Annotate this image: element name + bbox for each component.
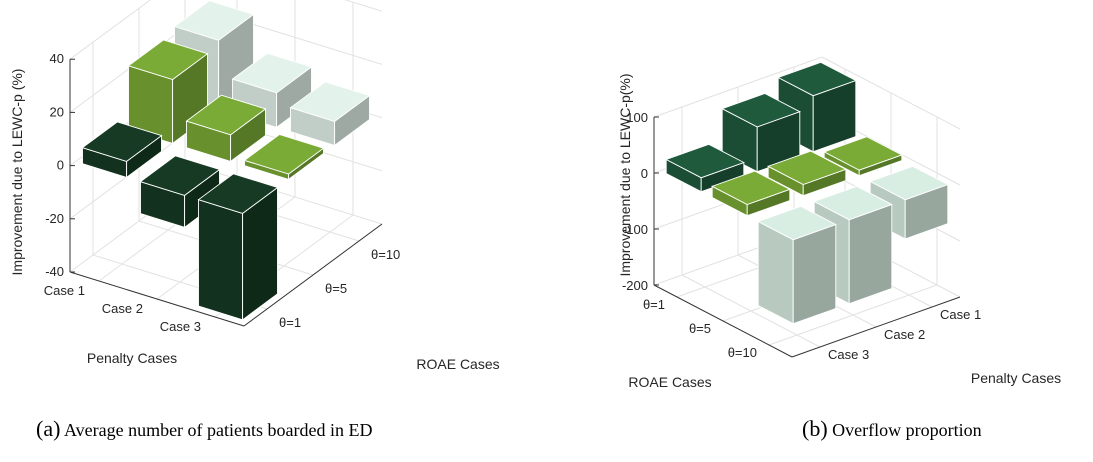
penalty-tick-label: Case 1 — [940, 307, 981, 322]
chart-panel-b: -200 -100 0 100 θ=1 θ=5 θ=10 Case 3 Case 2 Case 1… — [546, 0, 1093, 462]
penalty-tick-label: Case 3 — [828, 347, 869, 362]
roae-tick-label: θ=10 — [371, 247, 400, 262]
z-tick-label: -200 — [622, 278, 648, 293]
roae-tick-label: θ=1 — [279, 315, 301, 330]
z-tick-label: 0 — [641, 166, 648, 181]
z-axis-title: Improvement due to LEWC-p(%) — [617, 73, 633, 276]
z-tick-label: -40 — [45, 264, 64, 279]
z-tick-label: -20 — [45, 211, 64, 226]
penalty-axis-title: Penalty Cases — [971, 370, 1061, 386]
caption-a-label: (a) — [36, 416, 60, 441]
caption-b-label: (b) — [802, 416, 828, 441]
bar-front-face — [199, 200, 243, 320]
z-tick-label: 20 — [50, 104, 64, 119]
z-tick-label: 40 — [50, 51, 64, 66]
caption-b-text: Overflow proportion — [832, 420, 981, 440]
roae-tick-label: θ=5 — [689, 321, 711, 336]
roae-tick-label: θ=1 — [643, 297, 665, 312]
penalty-tick-label: Case 2 — [884, 327, 925, 342]
chart-panel-a: -40 -20 0 20 40 Case 1 Case 2 Case 3 θ=1 θ=5 θ=10 P… — [0, 0, 546, 462]
caption-a: (a) Average number of patients boarded i… — [36, 416, 373, 442]
x-axis-title: Penalty Cases — [87, 350, 177, 366]
roae-tick-label: θ=5 — [325, 281, 347, 296]
penalty-tick-label: Case 2 — [102, 301, 143, 316]
caption-b: (b) Overflow proportion — [802, 416, 982, 442]
penalty-tick-label: Case 3 — [160, 319, 201, 334]
bar — [758, 206, 836, 323]
chart-a-svg: -40 -20 0 20 40 Case 1 Case 2 Case 3 θ=1 θ=5 θ=10 P… — [0, 0, 546, 410]
roae-axis-title: ROAE Cases — [628, 374, 711, 390]
y-axis-title: ROAE Cases — [416, 356, 499, 372]
bar-side-face — [793, 225, 836, 324]
bar — [199, 174, 278, 320]
bar-side-face — [849, 205, 892, 304]
z-tick-label: 0 — [57, 158, 64, 173]
penalty-tick-label: Case 1 — [44, 283, 85, 298]
caption-a-text: Average number of patients boarded in ED — [64, 420, 373, 440]
z-axis-title: Improvement due to LEWC-p (%) — [9, 69, 25, 276]
roae-tick-label: θ=10 — [728, 345, 757, 360]
